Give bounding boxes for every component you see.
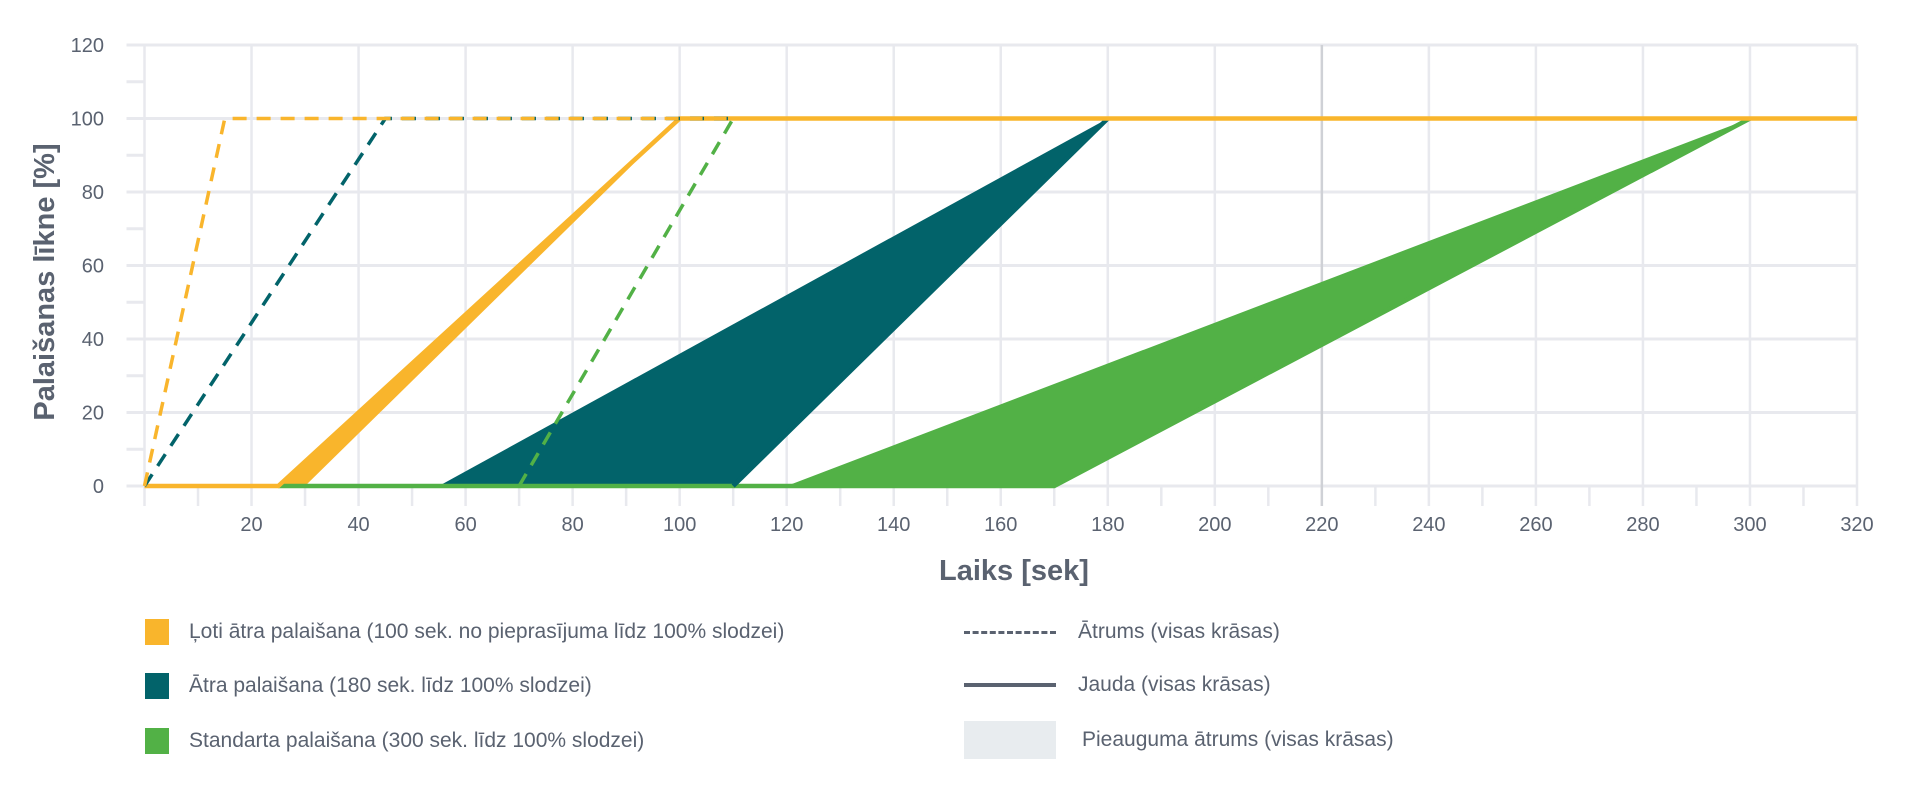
y-tick-label: 100 <box>71 109 104 131</box>
legend-label: Jauda (visas krāsas) <box>1078 673 1271 696</box>
legend-swatch-green <box>145 728 169 754</box>
x-tick-label: 40 <box>347 514 369 536</box>
legend-speed: Ātrums (visas krāsas) <box>964 620 1280 644</box>
speed-line-0 <box>142 116 734 487</box>
y-tick-label: 60 <box>82 256 104 278</box>
x-tick-label: 240 <box>1412 514 1445 536</box>
legend-power: Jauda (visas krāsas) <box>964 673 1271 697</box>
legend-ramp: Pieauguma ātrums (visas krāsas) <box>964 721 1394 759</box>
x-tick-label: 260 <box>1519 514 1552 536</box>
legend-fast: Ātra palaišana (180 sek. līdz 100% slodz… <box>145 673 592 699</box>
x-tick-label: 120 <box>770 514 803 536</box>
legend-label: Standarta palaišana (300 sek. līdz 100% … <box>189 729 645 752</box>
legend-swatch-yellow <box>145 619 169 645</box>
power-band-2 <box>786 118 1750 486</box>
y-tick-label: 40 <box>82 329 104 351</box>
y-tick-label: 20 <box>82 403 104 425</box>
legend-swatch-teal <box>145 673 169 699</box>
power-line-1 <box>731 116 1110 488</box>
x-tick-label: 180 <box>1091 514 1124 536</box>
solid-line-icon <box>964 683 1056 687</box>
y-tick-label: 0 <box>93 476 104 498</box>
x-tick-label: 220 <box>1305 514 1338 536</box>
x-tick-label: 100 <box>663 514 696 536</box>
legend-standard: Standarta palaišana (300 sek. līdz 100% … <box>145 728 644 754</box>
legend-label: Ļoti ātra palaišana (100 sek. no piepras… <box>189 620 785 643</box>
ramp-band-icon <box>964 721 1056 759</box>
dashed-line-icon <box>964 630 1056 634</box>
x-tick-label: 80 <box>562 514 584 536</box>
x-tick-label: 60 <box>454 514 476 536</box>
x-tick-label: 200 <box>1198 514 1231 536</box>
x-axis-title: Laiks [sek] <box>939 555 1089 587</box>
power-bands <box>278 118 1750 486</box>
legend-very-fast: Ļoti ātra palaišana (100 sek. no piepras… <box>145 619 784 645</box>
x-tick-label: 140 <box>877 514 910 536</box>
power-line-0 <box>144 116 1857 489</box>
x-tick-label: 300 <box>1733 514 1766 536</box>
power-band-1 <box>438 118 1108 486</box>
series-lines <box>142 116 1857 489</box>
x-tick-label: 160 <box>984 514 1017 536</box>
x-tick-label: 280 <box>1626 514 1659 536</box>
x-tick-label: 320 <box>1840 514 1873 536</box>
legend-label: Pieauguma ātrums (visas krāsas) <box>1082 728 1394 751</box>
x-tick-label: 20 <box>240 514 262 536</box>
y-tick-label: 80 <box>82 182 104 204</box>
legend-label: Ātrums (visas krāsas) <box>1078 620 1280 643</box>
y-axis-title: Palaišanas līkne [%] <box>29 143 61 420</box>
power-line-2 <box>278 116 1752 489</box>
legend-label: Ātra palaišana (180 sek. līdz 100% slodz… <box>189 674 592 697</box>
tick-labels: 0 20 40 60 80 100 120 20 40 60 80 100 120 140 160 180 20… <box>71 35 1874 536</box>
y-tick-label: 120 <box>71 35 104 57</box>
